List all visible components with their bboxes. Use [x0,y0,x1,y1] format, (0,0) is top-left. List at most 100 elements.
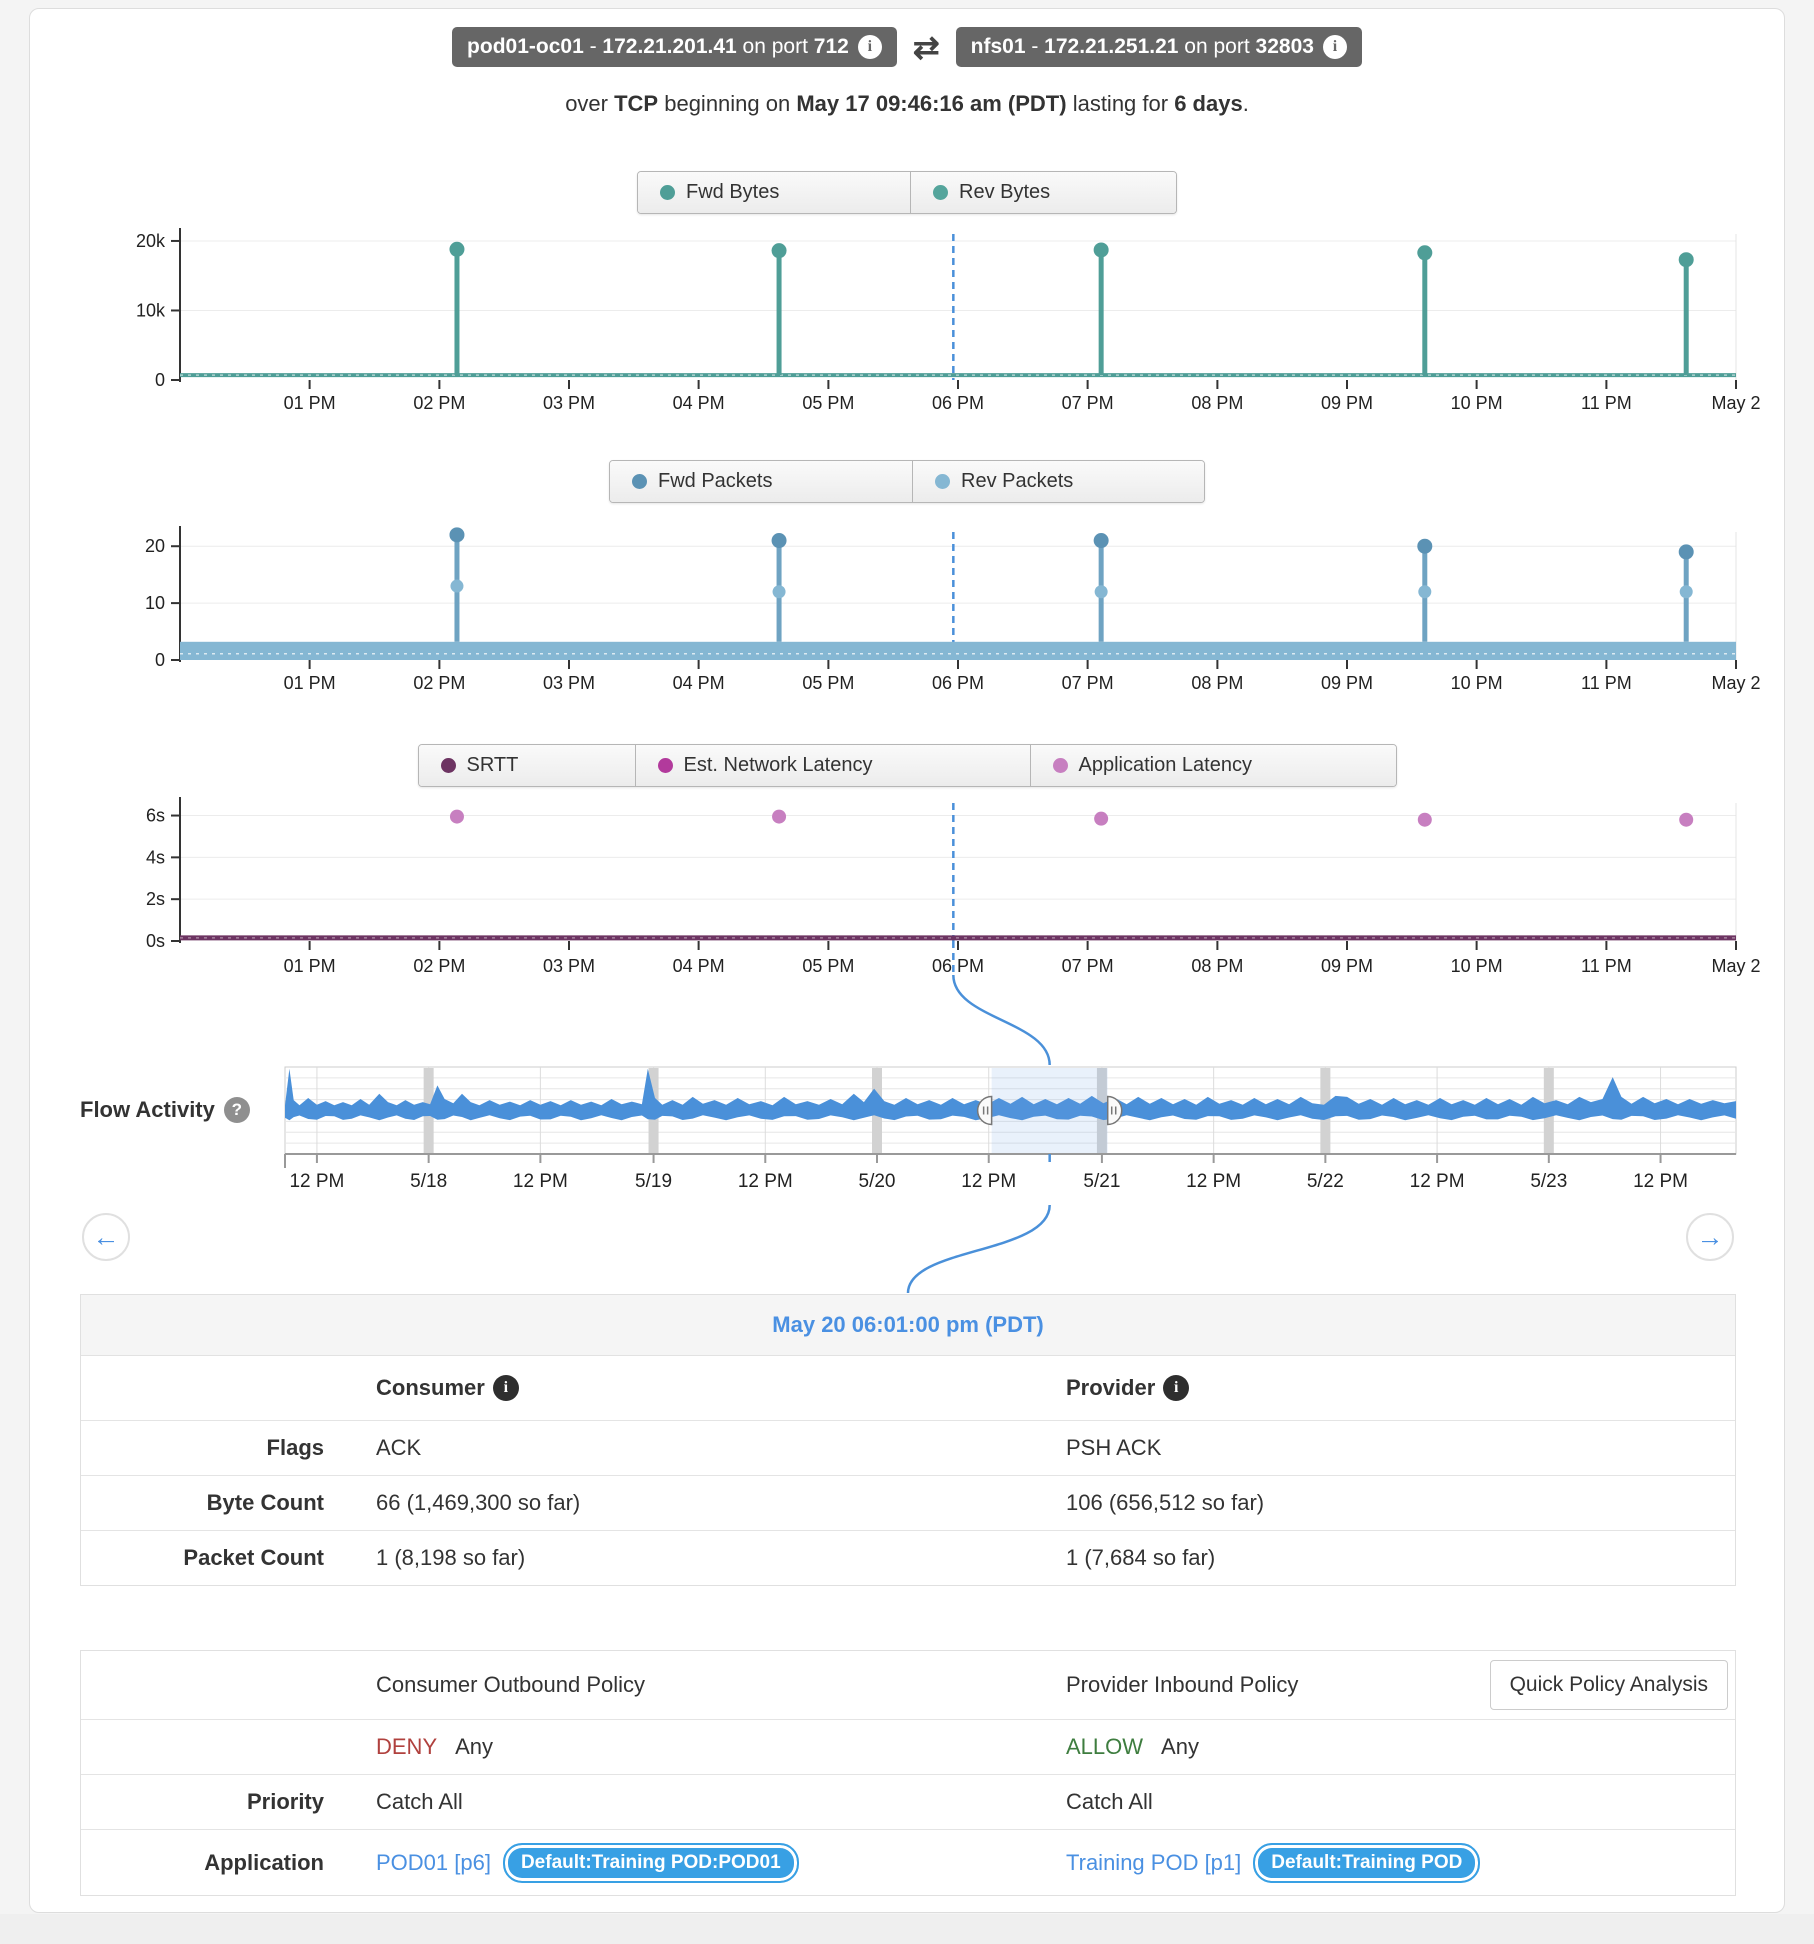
series-dot-icon [660,185,675,200]
brush-handle[interactable] [1106,1095,1123,1126]
subtitle-text: beginning on [658,91,797,116]
consumer-byte-count: 66 (1,469,300 so far) [376,1490,581,1515]
provider-application-badge[interactable]: Default:Training POD [1253,1842,1481,1883]
svg-text:07 PM: 07 PM [1062,673,1114,693]
svg-text:05 PM: 05 PM [802,956,854,976]
provider-application-link[interactable]: Training POD [p1] [1066,1849,1242,1875]
deny-verdict: DENY [376,1734,438,1759]
info-icon[interactable]: i [857,35,882,59]
allow-verdict: ALLOW [1066,1734,1144,1759]
series-dot-icon [632,474,647,489]
subtitle-text: lasting for [1066,91,1175,116]
info-icon[interactable]: i [492,1375,519,1401]
protocol: TCP [614,91,659,116]
series-dot-icon [935,474,950,489]
svg-text:01 PM: 01 PM [284,393,336,413]
legend-item-fwd-packets[interactable]: Fwd Packets [610,461,912,502]
consumer-policy-header: Consumer Outbound Policy [376,1672,646,1697]
legend-item-application-latency[interactable]: Application Latency [1029,745,1396,786]
next-window-button[interactable]: → [1686,1213,1734,1261]
consumer-application-badge[interactable]: Default:Training POD:POD01 [502,1842,799,1883]
legend-item-rev-bytes[interactable]: Rev Bytes [910,172,1176,213]
svg-text:12 PM: 12 PM [1410,1171,1465,1192]
svg-text:12 PM: 12 PM [738,1171,793,1192]
svg-text:06 PM: 06 PM [932,956,984,976]
separator: - [583,35,603,58]
series-dot-icon [657,758,673,773]
flags-row: Flags ACK PSH ACK [81,1420,1735,1475]
svg-text:20: 20 [145,536,165,556]
consumer-endpoint-badge: pod01-oc01 - 172.21.201.41 on port 712 i [452,27,897,67]
selection-connector [906,941,1051,1294]
series-dot-icon [933,185,948,200]
on-port-label: on port [1178,35,1256,58]
legend-item-rev-packets[interactable]: Rev Packets [912,461,1204,502]
legend-label: Rev Packets [961,470,1074,492]
svg-text:12 PM: 12 PM [1633,1171,1688,1192]
svg-text:10 PM: 10 PM [1451,393,1503,413]
svg-text:5/19: 5/19 [635,1171,672,1192]
svg-text:10k: 10k [136,300,166,320]
svg-text:May 2: May 2 [1711,673,1760,693]
consumer-column-header: Consumer [376,1375,485,1400]
svg-text:May 2: May 2 [1711,956,1760,976]
subtitle-text: over [565,91,615,116]
subtitle-text: . [1242,91,1249,116]
svg-text:06 PM: 06 PM [932,673,984,693]
quick-policy-analysis-button[interactable]: Quick Policy Analysis [1489,1660,1728,1710]
row-label: Flags [266,1435,324,1460]
separator: - [1025,35,1045,58]
packets-legend: Fwd Packets Rev Packets [30,460,1784,503]
legend-item-srtt[interactable]: SRTT [418,745,635,786]
series-dot-icon [1052,758,1068,773]
svg-text:07 PM: 07 PM [1062,956,1114,976]
start-time: May 17 09:46:16 am (PDT) [796,91,1067,116]
svg-text:02 PM: 02 PM [413,673,465,693]
selected-timestamp: May 20 06:01:00 pm (PDT) [81,1295,1735,1356]
svg-text:02 PM: 02 PM [413,393,465,413]
bytes-chart: 20k 10k 0 01 PM 02 PM 03 PM 04 PM 05 PM 06 PM 07 … [136,228,1761,413]
svg-text:03 PM: 03 PM [543,393,595,413]
legend-label: Application Latency [1078,754,1252,776]
legend-item-est-network-latency[interactable]: Est. Network Latency [634,745,1030,786]
svg-text:09 PM: 09 PM [1321,393,1373,413]
application-row: Application POD01 [p6] Default:Training P… [81,1829,1735,1895]
legend-label: Est. Network Latency [683,754,873,776]
svg-text:5/20: 5/20 [859,1171,896,1192]
svg-text:08 PM: 08 PM [1191,673,1243,693]
provider-ip: 172.21.251.21 [1044,35,1179,58]
svg-text:05 PM: 05 PM [802,393,854,413]
consumer-ip: 172.21.201.41 [602,35,737,58]
svg-text:5/18: 5/18 [410,1171,447,1192]
connection-header: pod01-oc01 - 172.21.201.41 on port 712 i … [30,27,1784,67]
previous-window-button[interactable]: ← [82,1213,130,1261]
flow-activity-label: Flow Activity ? [80,1097,250,1123]
info-icon[interactable]: i [1322,35,1347,59]
svg-text:06 PM: 06 PM [932,393,984,413]
provider-byte-count: 106 (656,512 so far) [1066,1490,1265,1515]
charts-canvas: 20k 10k 0 01 PM 02 PM 03 PM 04 PM 05 PM 06 PM 07 … [136,228,1761,1294]
latency-chart: 6s 4s 2s 0s 01 PM 02 PM 03 PM 04 PM 05 PM 06 PM 07… [146,797,1761,976]
svg-text:5/21: 5/21 [1083,1171,1120,1192]
svg-text:08 PM: 08 PM [1191,393,1243,413]
packet-count-row: Packet Count 1 (8,198 so far) 1 (7,684 s… [81,1530,1735,1585]
help-icon[interactable]: ? [223,1097,250,1123]
svg-text:11 PM: 11 PM [1581,673,1632,693]
brush-selection[interactable] [991,1068,1108,1153]
connection-subtitle: over TCP beginning on May 17 09:46:16 am… [30,91,1784,117]
info-icon[interactable]: i [1163,1375,1190,1401]
svg-text:04 PM: 04 PM [673,393,725,413]
svg-text:May 2: May 2 [1711,393,1760,413]
consumer-application-link[interactable]: POD01 [p6] [376,1849,491,1875]
legend-item-fwd-bytes[interactable]: Fwd Bytes [638,172,910,213]
legend-label: SRTT [466,754,519,776]
svg-text:0s: 0s [146,931,165,951]
svg-text:03 PM: 03 PM [543,673,595,693]
policy-action-row: DENY Any ALLOW Any [81,1719,1735,1774]
brush-handle[interactable] [976,1095,993,1126]
consumer-port: 712 [813,35,849,58]
consumer-flags: ACK [376,1435,422,1460]
svg-text:09 PM: 09 PM [1321,956,1373,976]
priority-row: Priority Catch All Catch All [81,1774,1735,1829]
